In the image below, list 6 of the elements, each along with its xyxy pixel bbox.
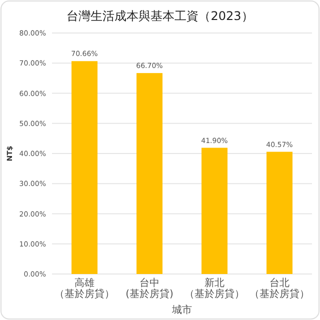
x-tick-label: 高雄（基於房貸） bbox=[54, 277, 114, 300]
x-tick-label: 台北（基於房貸） bbox=[250, 277, 310, 300]
x-tick-label: 台中(基於房貸) bbox=[126, 277, 174, 300]
chart-title: 台灣生活成本與基本工資（2023） bbox=[66, 9, 254, 23]
x-tick-label: 新北（基於房貸） bbox=[184, 277, 244, 300]
x-axis-title: 城市 bbox=[171, 304, 192, 316]
